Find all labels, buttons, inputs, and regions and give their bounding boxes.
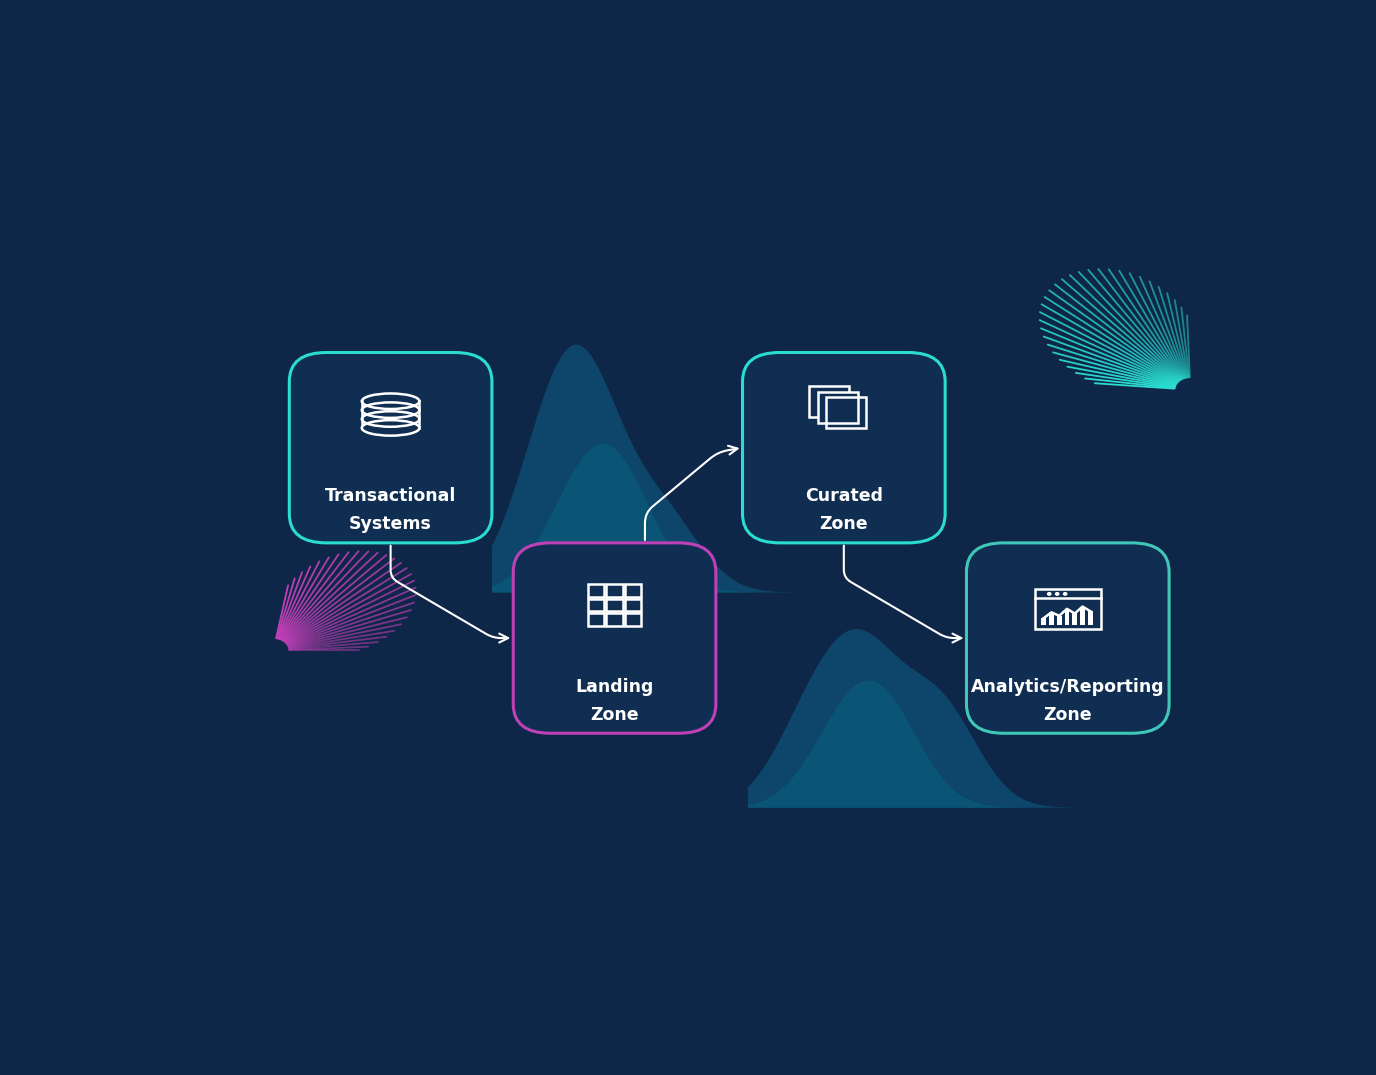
Bar [809, 386, 849, 417]
Bar [1042, 618, 1046, 625]
Bar [607, 585, 623, 597]
Text: Landing
Zone: Landing Zone [575, 678, 654, 723]
Bar [1072, 614, 1077, 625]
Bar [1065, 608, 1069, 625]
Bar [607, 613, 623, 626]
Circle shape [1047, 592, 1051, 596]
Bar [1035, 589, 1101, 629]
Polygon shape [749, 629, 1090, 807]
Bar [625, 613, 641, 626]
Circle shape [1055, 592, 1060, 596]
Bar [826, 398, 866, 429]
Bar [817, 392, 857, 422]
Bar [1080, 606, 1084, 625]
FancyBboxPatch shape [289, 353, 493, 543]
Text: Curated
Zone: Curated Zone [805, 487, 883, 533]
Ellipse shape [362, 420, 420, 435]
Text: Transactional
Systems: Transactional Systems [325, 487, 457, 533]
Bar [1049, 613, 1054, 625]
Bar [625, 585, 641, 597]
Bar [588, 599, 604, 612]
Bar [588, 613, 604, 626]
FancyBboxPatch shape [743, 353, 945, 543]
Polygon shape [493, 444, 834, 592]
Polygon shape [749, 680, 1090, 807]
FancyBboxPatch shape [513, 543, 716, 733]
Bar [607, 599, 623, 612]
Circle shape [1064, 592, 1066, 596]
Bar [1057, 616, 1062, 625]
Text: Analytics/Reporting
Zone: Analytics/Reporting Zone [971, 678, 1164, 723]
FancyBboxPatch shape [966, 543, 1170, 733]
Bar [625, 599, 641, 612]
Bar [1088, 612, 1093, 625]
Bar [588, 585, 604, 597]
Polygon shape [493, 345, 834, 592]
